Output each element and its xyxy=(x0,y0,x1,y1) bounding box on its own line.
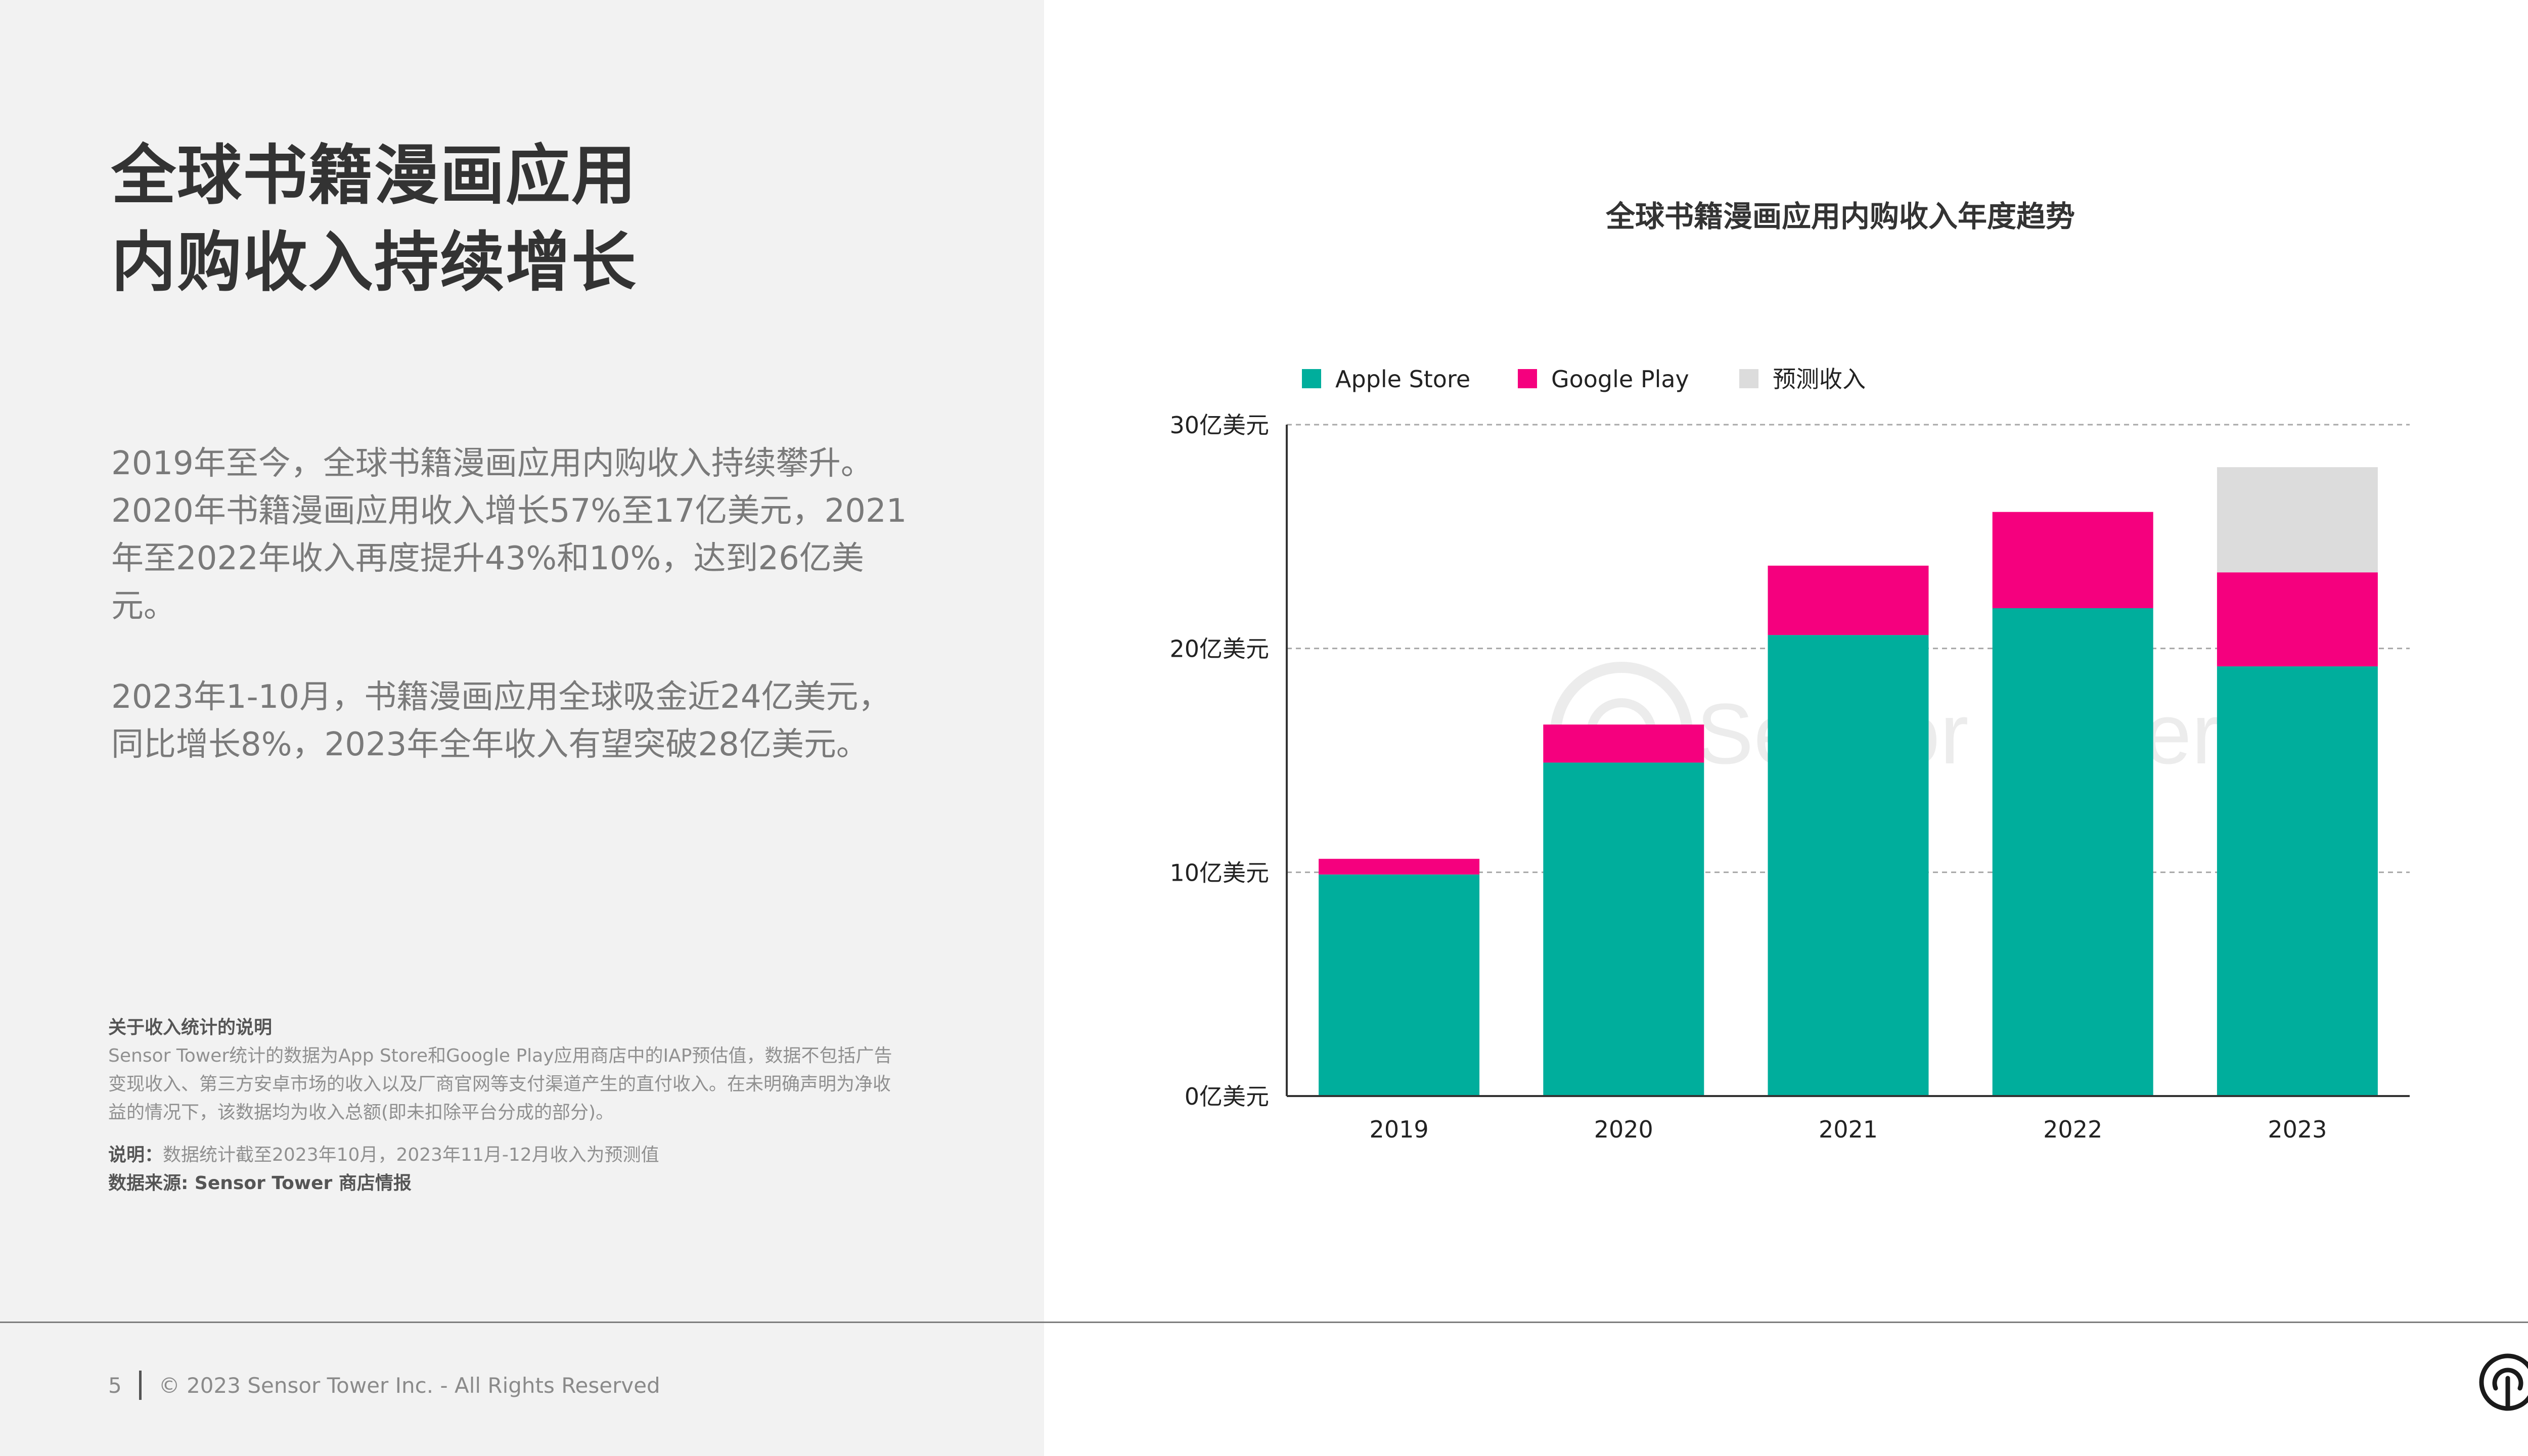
bar-apple-store-2023 xyxy=(2217,666,2378,1096)
legend-swatch xyxy=(1739,369,1758,388)
y-tick-label: 20亿美元 xyxy=(1169,635,1269,663)
bar-google-play-2022 xyxy=(1992,512,2153,608)
chart-legend: Apple Store Google Play 预测收入 xyxy=(1302,366,1866,393)
bar-apple-store-2020 xyxy=(1543,762,1704,1096)
page-title: 全球书籍漫画应用 内购收入持续增长 xyxy=(111,132,920,306)
bar-apple-store-2022 xyxy=(1992,608,2153,1096)
page-title-line-1: 全球书籍漫画应用 xyxy=(111,138,638,213)
legend-label: Apple Store xyxy=(1335,366,1470,393)
bar-google-play-2023 xyxy=(2217,572,2378,667)
y-tick-label: 30亿美元 xyxy=(1169,412,1269,439)
bar-google-play-2020 xyxy=(1543,724,1704,763)
copyright-text: © 2023 Sensor Tower Inc. - All Rights Re… xyxy=(158,1373,660,1398)
x-axis-tick-labels: 2019 2020 2021 2022 2023 xyxy=(1370,1116,2327,1143)
legend-swatch xyxy=(1302,369,1321,388)
bar-google-play-2021 xyxy=(1768,565,1929,635)
page-number: 5 xyxy=(108,1373,122,1398)
footer-separator xyxy=(139,1371,142,1400)
x-tick-label: 2022 xyxy=(2043,1116,2102,1143)
notes-text: Sensor Tower统计的数据为App Store和Google Play应… xyxy=(108,1045,892,1123)
bar-apple-store-2021 xyxy=(1768,635,1929,1096)
data-source: 数据来源: Sensor Tower 商店情报 xyxy=(108,1173,412,1194)
x-tick-label: 2019 xyxy=(1370,1116,1429,1143)
bar-预测收入-2023 xyxy=(2217,467,2378,573)
footer-divider xyxy=(0,1322,2528,1323)
legend-label: Google Play xyxy=(1551,366,1689,393)
summary-paragraph-1: 2019年至今，全球书籍漫画应用内购收入持续攀升。2020年书籍漫画应用收入增长… xyxy=(111,445,907,625)
sensor-tower-logo-icon xyxy=(2479,1353,2528,1411)
methodology-notes: 关于收入统计的说明 Sensor Tower统计的数据为App Store和Go… xyxy=(108,1014,907,1198)
legend-label: 预测收入 xyxy=(1773,366,1866,393)
x-tick-label: 2023 xyxy=(2268,1116,2327,1143)
legend-swatch xyxy=(1518,369,1537,388)
left-panel: 全球书籍漫画应用 内购收入持续增长 2019年至今，全球书籍漫画应用内购收入持续… xyxy=(0,0,1044,1456)
summary-paragraph-2: 2023年1-10月，书籍漫画应用全球吸金近24亿美元，同比增长8%，2023年… xyxy=(111,678,891,763)
bar-apple-store-2019 xyxy=(1319,874,1480,1096)
revenue-chart: Sensor Tower 全球书籍漫画应用内购收入年度趋势 Apple Stor… xyxy=(1169,199,2410,1143)
notes-remark: 说明：数据统计截至2023年10月，2023年11月-12月收入为预测值 xyxy=(108,1141,907,1169)
y-tick-label: 0亿美元 xyxy=(1185,1083,1269,1110)
page-title-line-2: 内购收入持续增长 xyxy=(111,225,638,300)
x-tick-label: 2020 xyxy=(1594,1116,1653,1143)
notes-title: 关于收入统计的说明 xyxy=(108,1017,273,1038)
y-tick-label: 10亿美元 xyxy=(1169,859,1269,886)
footer: 5 © 2023 Sensor Tower Inc. - All Rights … xyxy=(108,1365,660,1405)
y-axis-tick-labels: 0亿美元 10亿美元 20亿美元 30亿美元 xyxy=(1169,412,1269,1110)
x-tick-label: 2021 xyxy=(1819,1116,1878,1143)
notes-remark-label: 说明： xyxy=(108,1145,163,1165)
notes-remark-text: 数据统计截至2023年10月，2023年11月-12月收入为预测值 xyxy=(163,1145,659,1165)
chart-title: 全球书籍漫画应用内购收入年度趋势 xyxy=(1605,199,2075,234)
bar-google-play-2019 xyxy=(1319,858,1480,875)
chart-bars xyxy=(1319,467,2378,1096)
